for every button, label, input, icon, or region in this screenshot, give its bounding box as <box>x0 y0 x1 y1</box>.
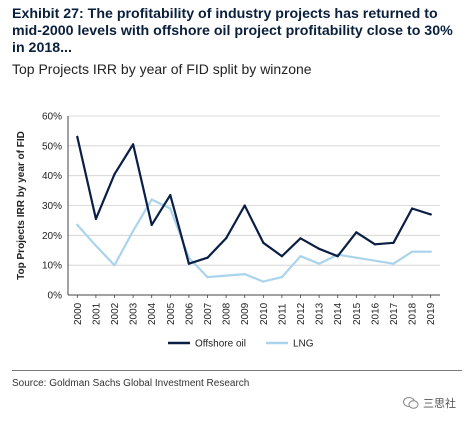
data-point <box>150 198 153 201</box>
data-point <box>225 237 228 240</box>
data-point <box>206 256 209 259</box>
line-chart: 0% 10% 20% 30% 40% 50% 60% 2000 2001 2002 2003 2004… <box>16 112 440 350</box>
data-point <box>299 255 302 258</box>
y-tick-label: 50% <box>42 141 62 152</box>
data-point <box>113 173 116 176</box>
data-point <box>225 274 228 277</box>
x-tick-label: 2001 <box>91 302 102 325</box>
x-tick-label: 2010 <box>259 302 270 325</box>
y-tick-label: 60% <box>42 112 62 123</box>
watermark-text: 三思社 <box>423 398 456 410</box>
data-point <box>132 229 135 232</box>
x-tick-label: 2019 <box>426 302 437 325</box>
y-tick-label: 30% <box>42 201 62 212</box>
x-tick-label: 2007 <box>203 302 214 325</box>
legend-label: LNG <box>293 339 314 350</box>
series-line-offshore-oil <box>76 135 432 265</box>
x-tick-label: 2000 <box>73 302 84 325</box>
data-point <box>411 250 414 253</box>
data-point <box>150 223 153 226</box>
data-point <box>355 231 358 234</box>
data-point <box>318 247 321 250</box>
y-tick-label: 40% <box>42 171 62 182</box>
y-tick-label: 0% <box>48 291 63 302</box>
y-axis-title: Top Projects IRR by year of FID <box>16 131 27 280</box>
wechat-icon <box>403 397 419 409</box>
data-point <box>429 213 432 216</box>
data-point <box>187 262 190 265</box>
data-point <box>280 276 283 279</box>
data-point <box>299 237 302 240</box>
data-point <box>76 135 79 138</box>
x-tick-label: 2005 <box>166 302 177 325</box>
chart-title: Exhibit 27: The profitability of industr… <box>12 6 453 56</box>
chart-subtitle: Top Projects IRR by year of FID split by… <box>12 61 312 77</box>
x-tick-label: 2011 <box>277 303 288 325</box>
data-point <box>243 273 246 276</box>
data-point <box>336 255 339 258</box>
y-tick-label: 10% <box>42 261 62 272</box>
data-point <box>262 241 265 244</box>
x-tick-label: 2004 <box>147 302 158 325</box>
data-point <box>392 262 395 265</box>
data-point <box>429 250 432 253</box>
x-tick-label: 2002 <box>110 302 121 325</box>
data-point <box>94 217 97 220</box>
data-point <box>169 207 172 210</box>
data-point <box>132 143 135 146</box>
data-point <box>355 256 358 259</box>
data-point <box>373 243 376 246</box>
data-point <box>392 241 395 244</box>
x-tick-label: 2016 <box>370 302 381 325</box>
data-point <box>373 259 376 262</box>
data-point <box>206 276 209 279</box>
legend-label: Offshore oil <box>195 339 246 350</box>
data-point <box>76 223 79 226</box>
x-tick-label: 2008 <box>222 302 233 325</box>
source-note: Source: Goldman Sachs Global Investment … <box>12 378 250 389</box>
y-tick-label: 20% <box>42 231 62 242</box>
series-line-lng <box>76 198 432 283</box>
watermark: 三思社 <box>403 395 456 411</box>
data-point <box>94 244 97 247</box>
source-divider <box>12 370 462 371</box>
x-tick-label: 2015 <box>352 302 363 325</box>
x-tick-label: 2018 <box>408 302 419 325</box>
data-point <box>411 207 414 210</box>
data-point <box>243 204 246 207</box>
x-tick-label: 2009 <box>240 302 251 325</box>
data-point <box>169 194 172 197</box>
data-point <box>318 262 321 265</box>
x-tick-label: 2013 <box>315 302 326 325</box>
x-tick-label: 2017 <box>389 302 400 325</box>
x-tick-label: 2012 <box>296 302 307 325</box>
data-point <box>113 264 116 267</box>
data-point <box>262 280 265 283</box>
data-point <box>280 255 283 258</box>
x-tick-label: 2014 <box>333 302 344 325</box>
x-tick-label: 2003 <box>129 302 140 325</box>
x-tick-label: 2006 <box>184 302 195 325</box>
